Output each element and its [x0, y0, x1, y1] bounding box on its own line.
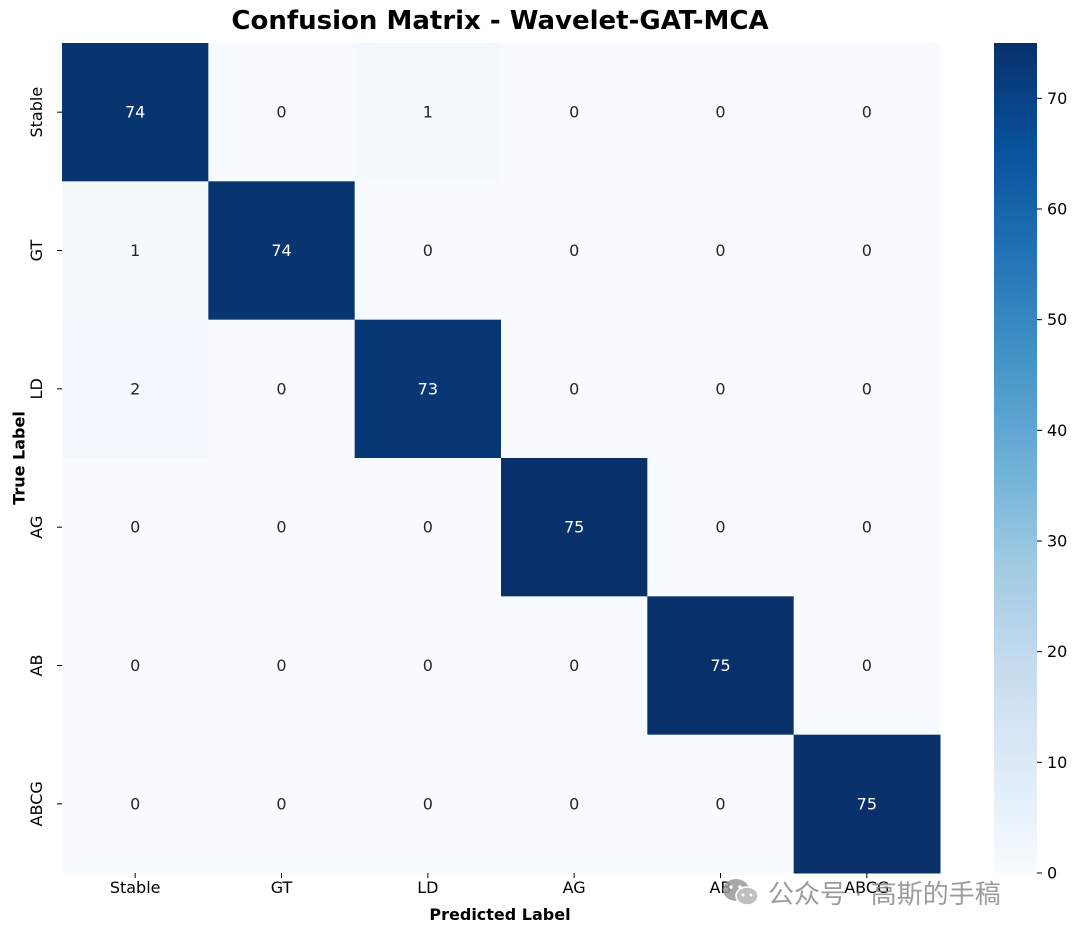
y-axis-label: True Label — [9, 411, 29, 505]
cell-value-1-5: 0 — [862, 241, 872, 260]
colorbar-tick-label-3: 30 — [1047, 532, 1067, 551]
cell-value-1-2: 0 — [423, 241, 433, 260]
x-axis-label: Predicted Label — [429, 905, 571, 924]
colorbar-tick-label-4: 40 — [1047, 421, 1067, 440]
heatmap-cell-5-0 — [62, 734, 209, 874]
y-tick-label-3: AG — [27, 516, 46, 539]
cell-value-1-0: 1 — [130, 241, 140, 260]
heatmap-cell-1-0 — [62, 181, 209, 321]
cell-value-2-1: 0 — [276, 379, 286, 398]
cell-value-5-0: 0 — [130, 794, 140, 813]
heatmap-cell-0-1 — [208, 43, 356, 182]
cell-value-0-3: 0 — [569, 103, 579, 122]
colorbar-tick-label-5: 50 — [1047, 310, 1067, 329]
heatmap-cell-4-5 — [793, 596, 941, 736]
heatmap-cell-5-2 — [354, 734, 502, 874]
heatmap-cell-3-4 — [647, 458, 795, 597]
heatmap-cell-4-3 — [501, 596, 648, 736]
y-tick-label-4: AB — [27, 655, 46, 677]
cell-value-2-4: 0 — [715, 379, 725, 398]
cell-value-5-5: 75 — [857, 794, 877, 813]
heatmap-cell-4-4 — [647, 596, 795, 736]
colorbar-tick-label-2: 20 — [1047, 642, 1067, 661]
heatmap-cell-2-5 — [793, 319, 941, 459]
cell-value-5-3: 0 — [569, 794, 579, 813]
colorbar-tick-label-6: 60 — [1047, 200, 1067, 219]
cell-value-3-5: 0 — [862, 518, 872, 537]
y-tick-label-0: Stable — [27, 87, 46, 138]
cell-value-4-2: 0 — [423, 656, 433, 675]
cell-value-2-0: 2 — [130, 379, 140, 398]
heatmap-cell-4-1 — [208, 596, 356, 736]
cell-value-4-4: 75 — [710, 656, 730, 675]
heatmap-cell-3-3 — [501, 458, 648, 597]
x-tick-label-2: LD — [417, 878, 438, 897]
heatmap-cell-3-0 — [62, 458, 209, 597]
heatmap-cell-4-2 — [354, 596, 502, 736]
cell-value-0-0: 74 — [125, 103, 145, 122]
cell-value-1-3: 0 — [569, 241, 579, 260]
cell-value-4-5: 0 — [862, 656, 872, 675]
cell-value-5-4: 0 — [715, 794, 725, 813]
watermark: 公众号 · 高斯的手稿 — [722, 874, 1001, 911]
wechat-icon — [723, 878, 759, 906]
colorbar-tick-label-1: 10 — [1047, 753, 1067, 772]
y-tick-label-2: LD — [27, 378, 46, 399]
heatmap-cell-0-0 — [62, 43, 209, 182]
heatmap-cell-5-1 — [208, 734, 356, 874]
cell-value-0-4: 0 — [715, 103, 725, 122]
heatmap-cell-2-2 — [354, 319, 502, 459]
colorbar-tick-label-7: 70 — [1047, 89, 1067, 108]
watermark-text: 公众号 · 高斯的手稿 — [768, 880, 1001, 910]
cell-value-4-1: 0 — [276, 656, 286, 675]
heatmap-cell-3-1 — [208, 458, 356, 597]
x-tick-label-3: AG — [563, 878, 586, 897]
cell-value-5-1: 0 — [276, 794, 286, 813]
heatmap-cell-4-0 — [62, 596, 209, 736]
cell-value-4-0: 0 — [130, 656, 140, 675]
chart-title: Confusion Matrix - Wavelet-GAT-MCA — [231, 6, 769, 36]
x-tick-label-0: Stable — [110, 878, 161, 897]
heatmap-cell-5-5 — [793, 734, 941, 874]
cell-value-1-1: 74 — [271, 241, 291, 260]
heatmap-cell-5-4 — [647, 734, 795, 874]
heatmap-cell-2-4 — [647, 319, 795, 459]
cell-value-4-3: 0 — [569, 656, 579, 675]
heatmap-cell-0-5 — [793, 43, 941, 182]
cell-value-0-5: 0 — [862, 103, 872, 122]
cell-value-3-3: 75 — [564, 518, 584, 537]
cell-value-0-2: 1 — [423, 103, 433, 122]
heatmap-cell-1-5 — [793, 181, 941, 321]
cell-value-5-2: 0 — [423, 794, 433, 813]
heatmap-cell-3-2 — [354, 458, 502, 597]
heatmap-cell-0-3 — [501, 43, 648, 182]
y-tick-label-1: GT — [27, 239, 46, 261]
cell-value-2-2: 73 — [418, 379, 438, 398]
cell-value-1-4: 0 — [715, 241, 725, 260]
cell-value-2-5: 0 — [862, 379, 872, 398]
x-tick-label-1: GT — [271, 878, 293, 897]
heatmap-cell-1-3 — [501, 181, 648, 321]
heatmap-cell-0-2 — [354, 43, 502, 182]
y-tick-label-5: ABCG — [27, 781, 46, 826]
colorbar-tick-label-0: 0 — [1047, 864, 1057, 883]
heatmap-cell-2-1 — [208, 319, 356, 459]
cell-value-3-2: 0 — [423, 518, 433, 537]
heatmap-cell-1-4 — [647, 181, 795, 321]
heatmap-cell-5-3 — [501, 734, 648, 874]
heatmap-cell-3-5 — [793, 458, 941, 597]
cell-value-3-4: 0 — [715, 518, 725, 537]
x-tick-label-5: ABCG — [844, 878, 889, 897]
heatmap-cell-1-2 — [354, 181, 502, 321]
heatmap-cell-0-4 — [647, 43, 795, 182]
colorbar — [994, 43, 1037, 873]
cell-value-3-1: 0 — [276, 518, 286, 537]
cell-value-0-1: 0 — [276, 103, 286, 122]
heatmap-cell-1-1 — [208, 181, 356, 321]
heatmap-cell-2-0 — [62, 319, 209, 459]
cell-value-2-3: 0 — [569, 379, 579, 398]
heatmap-cell-2-3 — [501, 319, 648, 459]
cell-value-3-0: 0 — [130, 518, 140, 537]
